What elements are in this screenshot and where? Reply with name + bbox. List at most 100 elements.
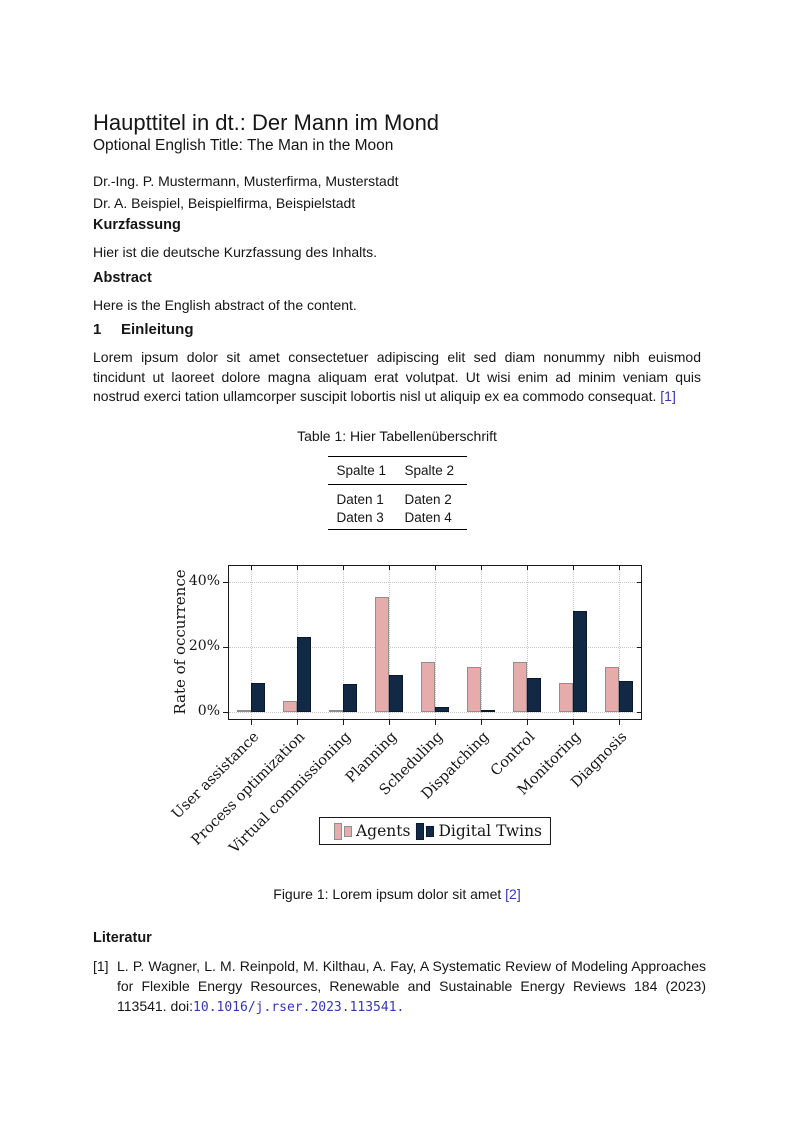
legend-label: Agents bbox=[355, 822, 411, 840]
x-axis-tick bbox=[251, 566, 252, 570]
bar-digital-twins bbox=[297, 637, 311, 712]
y-axis-tick bbox=[223, 711, 228, 713]
x-axis-tick bbox=[619, 566, 620, 570]
table-cell: Daten 3 bbox=[327, 508, 396, 530]
bar-agents bbox=[375, 596, 389, 712]
author-block: Dr.-Ing. P. Mustermann, Musterfirma, Mus… bbox=[93, 171, 399, 214]
doi-prefix: doi: bbox=[170, 998, 194, 1014]
x-axis-tick bbox=[573, 566, 574, 570]
grid-line-v bbox=[251, 566, 252, 719]
legend-swatch-bar bbox=[416, 822, 425, 840]
y-axis-label: Rate of occurrence bbox=[171, 569, 189, 715]
figure-caption-text: Figure 1: Lorem ipsum dolor sit amet bbox=[273, 886, 502, 902]
legend-item: Digital Twins bbox=[410, 822, 542, 840]
chart: 0% 20% 40% User assistance Process optimizat… bbox=[169, 565, 642, 857]
x-axis-tick bbox=[389, 566, 390, 570]
x-axis-tick bbox=[527, 720, 528, 725]
x-tick-label: User assistance bbox=[169, 729, 263, 823]
x-axis-tick bbox=[573, 720, 574, 725]
y-axis-tick bbox=[223, 581, 228, 583]
x-axis-tick bbox=[619, 720, 620, 725]
bar-agents bbox=[559, 682, 573, 712]
citation-link-1[interactable]: [1] bbox=[660, 388, 676, 405]
x-axis-tick bbox=[343, 720, 344, 725]
grid-line-v bbox=[527, 566, 528, 719]
table-caption: Table 1: Hier Tabellenüberschrift bbox=[297, 428, 497, 444]
table-head: Spalte 1 Spalte 2 bbox=[327, 456, 467, 485]
reference-body: L. P. Wagner, L. M. Reinpold, M. Kilthau… bbox=[117, 958, 706, 1014]
bar-digital-twins bbox=[527, 677, 541, 712]
legend-swatch bbox=[416, 822, 435, 840]
table-cell: Daten 4 bbox=[395, 508, 467, 530]
citation-link-2[interactable]: [2] bbox=[505, 886, 521, 902]
x-axis-tick bbox=[481, 566, 482, 570]
table-row: Daten 3 Daten 4 bbox=[327, 508, 467, 530]
kurzfassung-text: Hier ist die deutsche Kurzfassung des In… bbox=[93, 244, 378, 260]
table-header-cell: Spalte 1 bbox=[327, 456, 396, 485]
bar-digital-twins bbox=[389, 674, 403, 712]
y-axis-tick bbox=[223, 646, 228, 648]
table-header-cell: Spalte 2 bbox=[395, 456, 467, 485]
y-tick-label: 20% bbox=[188, 638, 220, 654]
bar-agents bbox=[467, 666, 481, 712]
bar-agents bbox=[605, 666, 619, 712]
legend-swatch bbox=[333, 822, 352, 840]
legend-swatch-bar bbox=[343, 825, 352, 837]
x-axis-tick bbox=[297, 720, 298, 725]
table-cell: Daten 2 bbox=[404, 492, 452, 507]
section-title: Einleitung bbox=[121, 321, 194, 338]
intro-paragraph: Lorem ipsum dolor sit amet consectetuer … bbox=[93, 348, 701, 407]
data-table: Spalte 1 Spalte 2 Daten 1 Daten 2 Daten 3 Da… bbox=[327, 456, 467, 530]
x-axis-tick bbox=[527, 566, 528, 570]
y-axis-tick bbox=[637, 646, 641, 648]
reference-text: L. P. Wagner, L. M. Reinpold, M. Kilthau… bbox=[117, 956, 706, 1018]
bar-agents bbox=[237, 710, 251, 713]
reference-label: [1] bbox=[93, 958, 109, 974]
y-axis-tick bbox=[637, 581, 641, 583]
intro-paragraph-text: Lorem ipsum dolor sit amet consectetuer … bbox=[93, 349, 701, 405]
x-axis-tick bbox=[389, 720, 390, 725]
table-header-row: Spalte 1 Spalte 2 bbox=[327, 456, 467, 485]
bar-digital-twins bbox=[343, 684, 357, 712]
grid-line-v bbox=[389, 566, 390, 719]
x-axis-tick bbox=[435, 720, 436, 725]
bar-digital-twins bbox=[251, 682, 265, 712]
author-line: Dr.-Ing. P. Mustermann, Musterfirma, Mus… bbox=[93, 173, 399, 189]
table-row: Daten 1 Daten 2 bbox=[328, 485, 467, 509]
legend-swatch-bar bbox=[426, 825, 435, 837]
x-axis-tick bbox=[297, 566, 298, 570]
references-heading: Literatur bbox=[93, 930, 152, 946]
bar-agents bbox=[329, 710, 343, 713]
bar-agents bbox=[283, 700, 297, 712]
legend-label: Digital Twins bbox=[438, 822, 543, 840]
y-tick-label: 40% bbox=[188, 573, 220, 589]
bar-digital-twins bbox=[435, 707, 449, 712]
section-number: 1 bbox=[93, 321, 102, 338]
x-axis-tick bbox=[481, 720, 482, 725]
document-subtitle: Optional English Title: The Man in the M… bbox=[93, 137, 394, 154]
document-title: Haupttitel in dt.: Der Mann im Mond bbox=[93, 110, 440, 135]
plot-area: 0% 20% 40% User assistance Process optimizat… bbox=[169, 566, 641, 857]
kurzfassung-heading: Kurzfassung bbox=[93, 217, 181, 233]
abstract-heading: Abstract bbox=[93, 270, 152, 286]
grid-line-v bbox=[481, 566, 482, 719]
table-cell: Daten 1 bbox=[336, 492, 384, 507]
abstract-text: Here is the English abstract of the cont… bbox=[93, 297, 357, 313]
grid-line-v bbox=[435, 566, 436, 719]
section-heading-einleitung: 1 Einleitung bbox=[93, 321, 194, 338]
table-wrapper: Spalte 1 Spalte 2 Daten 1 Daten 2 Daten 3 Da… bbox=[0, 456, 794, 530]
x-axis-tick bbox=[435, 566, 436, 570]
y-tick-label: 0% bbox=[197, 703, 220, 719]
table-body: Daten 1 Daten 2 Daten 3 Daten 4 bbox=[327, 485, 467, 530]
doi-link[interactable]: 10.1016/j.rser.2023.113541. bbox=[193, 1000, 405, 1015]
bar-agents bbox=[421, 661, 435, 712]
grid-line-v bbox=[619, 566, 620, 719]
author-line: Dr. A. Beispiel, Beispielfirma, Beispiel… bbox=[93, 194, 356, 211]
x-axis-tick bbox=[343, 566, 344, 570]
figure-caption: Figure 1: Lorem ipsum dolor sit amet [2] bbox=[0, 886, 794, 902]
reference-item: [1] L. P. Wagner, L. M. Reinpold, M. Kil… bbox=[93, 956, 706, 1018]
bar-agents bbox=[513, 661, 527, 712]
x-axis-tick bbox=[251, 720, 252, 725]
legend-item: Agents bbox=[328, 822, 410, 840]
